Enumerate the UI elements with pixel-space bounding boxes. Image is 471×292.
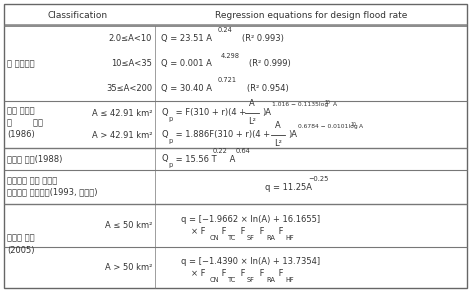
Text: F: F [219, 269, 227, 278]
Text: Classification: Classification [48, 11, 107, 20]
Text: TC: TC [228, 277, 236, 282]
Text: (1986): (1986) [7, 131, 35, 140]
Text: 4.298: 4.298 [221, 53, 240, 58]
Text: p: p [168, 138, 172, 144]
Text: Q: Q [161, 109, 168, 117]
Text: 설계홍수 추정 지침서: 설계홍수 추정 지침서 [7, 176, 57, 185]
Text: q = 11.25A: q = 11.25A [265, 182, 312, 192]
Text: Q: Q [161, 131, 168, 140]
Text: 0.24: 0.24 [218, 27, 233, 34]
Text: A: A [333, 102, 337, 107]
Text: q = [−1.4390 × ln(A) + 13.7354]: q = [−1.4390 × ln(A) + 13.7354] [181, 257, 320, 266]
Text: F: F [219, 227, 227, 236]
Text: 10≤A<35: 10≤A<35 [111, 59, 152, 68]
Text: Q = 23.51 A: Q = 23.51 A [161, 34, 212, 43]
Text: 0.64: 0.64 [236, 148, 251, 154]
Text: 1.016 − 0.1135log: 1.016 − 0.1135log [272, 102, 328, 107]
Text: 35≤A<200: 35≤A<200 [106, 84, 152, 93]
Text: L²: L² [248, 117, 256, 126]
Text: −0.25: −0.25 [308, 176, 328, 182]
Text: SF: SF [247, 234, 255, 241]
Text: Regression equations for design flood rate: Regression equations for design flood ra… [215, 11, 407, 20]
Text: A ≤ 50 km²: A ≤ 50 km² [105, 221, 152, 230]
Text: = 1.886F(310 + r)(4 +: = 1.886F(310 + r)(4 + [173, 131, 273, 140]
Text: 0.22: 0.22 [213, 148, 228, 154]
Text: 수정 가지야: 수정 가지야 [7, 107, 35, 116]
Text: CN: CN [210, 277, 219, 282]
Text: TC: TC [228, 234, 236, 241]
Text: A > 50 km²: A > 50 km² [105, 263, 152, 272]
Text: 비홍수량 산정공식(1993, 건설부): 비홍수량 산정공식(1993, 건설부) [7, 187, 97, 197]
Text: F: F [276, 227, 284, 236]
Text: × F: × F [191, 227, 205, 236]
Text: A: A [249, 99, 255, 108]
Text: 본 연구결과: 본 연구결과 [7, 59, 35, 68]
Text: Q = 0.001 A: Q = 0.001 A [161, 59, 212, 68]
Text: 10: 10 [324, 100, 330, 105]
Text: A ≤ 42.91 km²: A ≤ 42.91 km² [91, 109, 152, 117]
Text: A > 42.91 km²: A > 42.91 km² [91, 131, 152, 140]
Text: A: A [227, 154, 236, 164]
Text: F: F [276, 269, 284, 278]
Text: HF: HF [285, 277, 293, 282]
Text: (2005): (2005) [7, 246, 34, 256]
Text: )A: )A [262, 109, 271, 117]
Text: p: p [168, 116, 172, 122]
Text: q = [−1.9662 × ln(A) + 16.1655]: q = [−1.9662 × ln(A) + 16.1655] [181, 215, 320, 224]
Text: Q: Q [161, 154, 168, 164]
Text: RA: RA [266, 277, 275, 282]
Text: p: p [168, 162, 172, 168]
Text: CN: CN [210, 234, 219, 241]
Text: A: A [359, 124, 363, 129]
Text: 정종호 공식: 정종호 공식 [7, 234, 35, 242]
Text: 10: 10 [350, 122, 356, 127]
Text: (R² 0.999): (R² 0.999) [241, 59, 291, 68]
Text: (R² 0.954): (R² 0.954) [239, 84, 289, 93]
Text: Q = 30.40 A: Q = 30.40 A [161, 84, 212, 93]
Text: SF: SF [247, 277, 255, 282]
Text: )A: )A [288, 131, 297, 140]
Text: (R² 0.993): (R² 0.993) [234, 34, 284, 43]
Text: × F: × F [191, 269, 205, 278]
Text: = 15.56 T: = 15.56 T [173, 154, 217, 164]
Text: 2.0≤A<10: 2.0≤A<10 [109, 34, 152, 43]
Text: F: F [257, 227, 265, 236]
Text: L²: L² [274, 139, 282, 148]
Text: 마        공식: 마 공식 [7, 119, 43, 128]
Text: 0.721: 0.721 [218, 77, 237, 84]
Text: 고재웅 공식(1988): 고재웅 공식(1988) [7, 154, 62, 164]
Text: HF: HF [285, 234, 293, 241]
Text: F: F [257, 269, 265, 278]
Text: 0.6784 − 0.0101log: 0.6784 − 0.0101log [298, 124, 358, 129]
Text: = F(310 + r)(4 +: = F(310 + r)(4 + [173, 109, 249, 117]
Text: A: A [275, 121, 281, 130]
Text: F: F [238, 227, 245, 236]
Text: RA: RA [266, 234, 275, 241]
Text: F: F [238, 269, 245, 278]
